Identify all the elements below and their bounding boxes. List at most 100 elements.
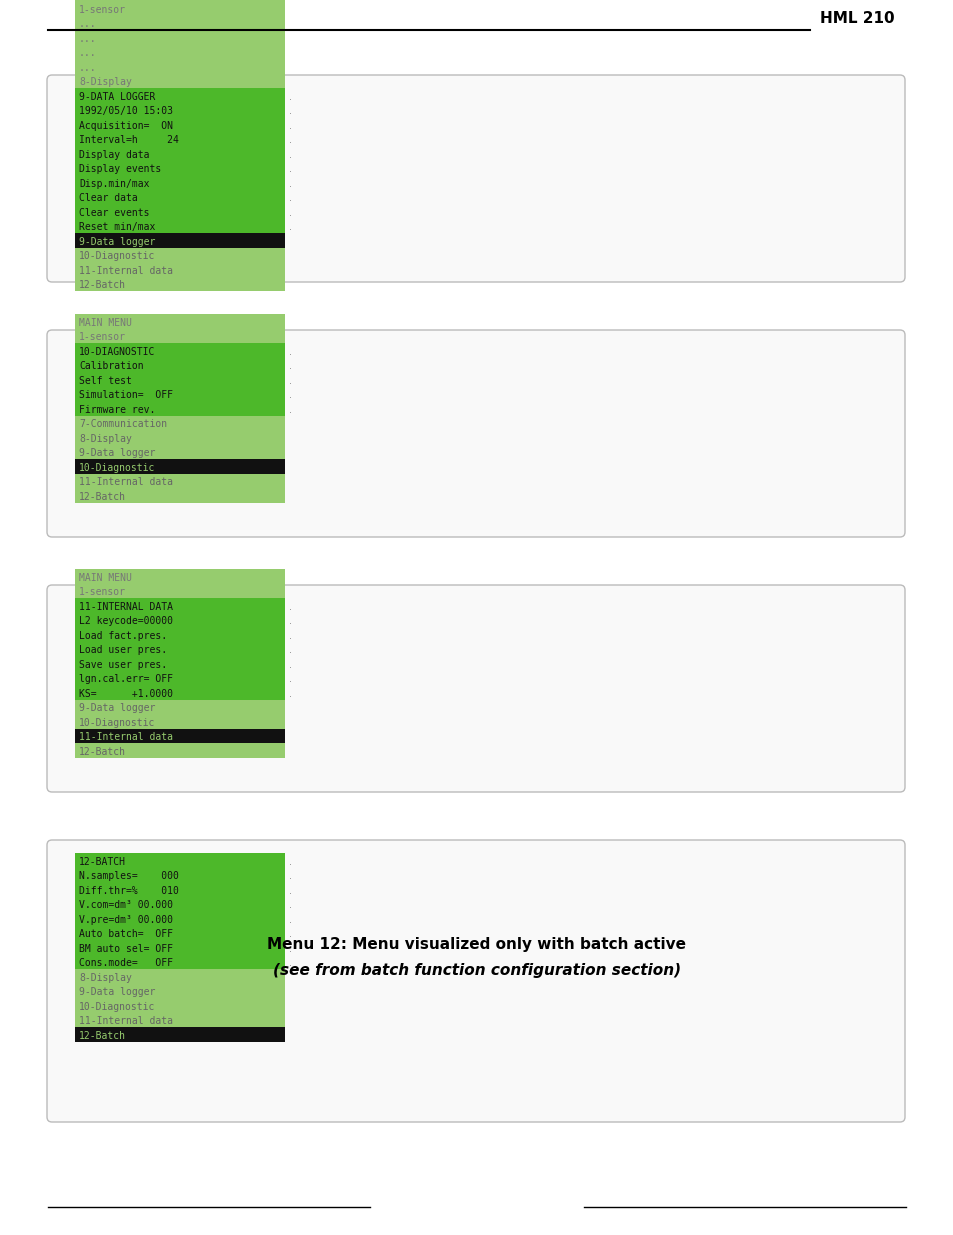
Text: Self test: Self test bbox=[79, 375, 132, 385]
Text: 9-Data logger: 9-Data logger bbox=[79, 703, 155, 713]
Text: Disp.min/max: Disp.min/max bbox=[79, 179, 150, 189]
Bar bbox=[75, 969, 285, 1041]
Text: 10-Diagnostic: 10-Diagnostic bbox=[79, 251, 155, 261]
Text: 11-Internal data: 11-Internal data bbox=[79, 1016, 172, 1026]
Text: Auto batch=  OFF: Auto batch= OFF bbox=[79, 929, 172, 939]
Text: 9-DATA LOGGER: 9-DATA LOGGER bbox=[79, 91, 155, 101]
Text: .: . bbox=[289, 631, 292, 641]
Text: .: . bbox=[289, 193, 292, 204]
Bar bbox=[75, 853, 285, 969]
Text: 11-INTERNAL DATA: 11-INTERNAL DATA bbox=[79, 601, 172, 611]
Text: .: . bbox=[289, 929, 292, 939]
Text: ...: ... bbox=[79, 48, 96, 58]
Text: .: . bbox=[289, 885, 292, 895]
Bar bbox=[75, 233, 285, 291]
Text: BM auto sel= OFF: BM auto sel= OFF bbox=[79, 944, 172, 953]
Text: MAIN MENU: MAIN MENU bbox=[79, 573, 132, 583]
Text: 1-sensor: 1-sensor bbox=[79, 587, 126, 598]
FancyBboxPatch shape bbox=[47, 840, 904, 1123]
Bar bbox=[75, 88, 285, 233]
Text: .: . bbox=[289, 222, 292, 232]
Text: 12-Batch: 12-Batch bbox=[79, 1031, 126, 1041]
Text: .: . bbox=[289, 361, 292, 372]
FancyBboxPatch shape bbox=[47, 585, 904, 792]
Text: Interval=h     24: Interval=h 24 bbox=[79, 135, 179, 146]
Text: .: . bbox=[289, 149, 292, 159]
Text: .: . bbox=[289, 645, 292, 656]
Text: .: . bbox=[289, 689, 292, 699]
Text: 11-Internal data: 11-Internal data bbox=[79, 732, 172, 742]
Bar bbox=[75, 1028, 285, 1041]
Text: Load user pres.: Load user pres. bbox=[79, 645, 167, 656]
Text: 1-sensor: 1-sensor bbox=[79, 332, 126, 342]
Bar bbox=[75, 314, 285, 343]
Text: KS=      +1.0000: KS= +1.0000 bbox=[79, 689, 172, 699]
Text: .: . bbox=[289, 616, 292, 626]
Text: 10-Diagnostic: 10-Diagnostic bbox=[79, 463, 155, 473]
Text: .: . bbox=[289, 915, 292, 925]
Text: 10-DIAGNOSTIC: 10-DIAGNOSTIC bbox=[79, 347, 155, 357]
Text: L2 keycode=00000: L2 keycode=00000 bbox=[79, 616, 172, 626]
Text: .: . bbox=[289, 871, 292, 882]
Text: 7-Communication: 7-Communication bbox=[79, 419, 167, 430]
Text: Simulation=  OFF: Simulation= OFF bbox=[79, 390, 172, 400]
Text: 1-sensor: 1-sensor bbox=[79, 5, 126, 15]
Text: 12-BATCH: 12-BATCH bbox=[79, 857, 126, 867]
Bar bbox=[75, 0, 285, 88]
Text: Menu 12: Menu visualized only with batch active: Menu 12: Menu visualized only with batch… bbox=[267, 937, 686, 952]
Text: Load fact.pres.: Load fact.pres. bbox=[79, 631, 167, 641]
Text: ...: ... bbox=[79, 20, 96, 30]
Text: Reset min/max: Reset min/max bbox=[79, 222, 155, 232]
Text: 11-Internal data: 11-Internal data bbox=[79, 477, 172, 487]
Text: .: . bbox=[289, 179, 292, 189]
Text: .: . bbox=[289, 900, 292, 910]
Text: (see from batch function configuration section): (see from batch function configuration s… bbox=[273, 962, 680, 977]
FancyBboxPatch shape bbox=[47, 75, 904, 282]
Text: 1992/05/10 15:03: 1992/05/10 15:03 bbox=[79, 106, 172, 116]
Text: Display data: Display data bbox=[79, 149, 150, 159]
Text: 12-Batch: 12-Batch bbox=[79, 747, 126, 757]
Bar bbox=[75, 415, 285, 503]
Text: ...: ... bbox=[79, 33, 96, 43]
Text: 10-Diagnostic: 10-Diagnostic bbox=[79, 718, 155, 727]
Text: .: . bbox=[289, 135, 292, 146]
Text: .: . bbox=[289, 857, 292, 867]
Text: .: . bbox=[289, 121, 292, 131]
Text: .: . bbox=[289, 91, 292, 101]
Text: lgn.cal.err= OFF: lgn.cal.err= OFF bbox=[79, 674, 172, 684]
Text: 9-Data logger: 9-Data logger bbox=[79, 987, 155, 997]
Text: HML 210: HML 210 bbox=[820, 11, 894, 26]
Bar bbox=[75, 598, 285, 699]
Text: .: . bbox=[289, 164, 292, 174]
Text: Firmware rev.: Firmware rev. bbox=[79, 405, 155, 415]
Text: V.pre=dm³ 00.000: V.pre=dm³ 00.000 bbox=[79, 915, 172, 925]
Text: N.samples=    000: N.samples= 000 bbox=[79, 871, 179, 882]
Text: Clear data: Clear data bbox=[79, 193, 137, 204]
Text: .: . bbox=[289, 601, 292, 611]
Text: Acquisition=  ON: Acquisition= ON bbox=[79, 121, 172, 131]
Bar bbox=[75, 699, 285, 757]
Bar bbox=[75, 459, 285, 473]
Text: .: . bbox=[289, 207, 292, 217]
Text: ...: ... bbox=[79, 63, 96, 73]
Text: .: . bbox=[289, 347, 292, 357]
Text: Diff.thr=%    010: Diff.thr=% 010 bbox=[79, 885, 179, 895]
Text: 8-Display: 8-Display bbox=[79, 78, 132, 88]
Text: .: . bbox=[289, 405, 292, 415]
Text: Display events: Display events bbox=[79, 164, 161, 174]
Text: .: . bbox=[289, 944, 292, 953]
Text: .: . bbox=[289, 375, 292, 385]
Text: .: . bbox=[289, 659, 292, 669]
Text: 9-Data logger: 9-Data logger bbox=[79, 237, 155, 247]
Text: 11-Internal data: 11-Internal data bbox=[79, 266, 172, 275]
Bar bbox=[75, 569, 285, 598]
Bar bbox=[75, 233, 285, 247]
Text: 10-Diagnostic: 10-Diagnostic bbox=[79, 1002, 155, 1011]
Bar bbox=[75, 729, 285, 743]
Text: 12-Batch: 12-Batch bbox=[79, 280, 126, 290]
Bar bbox=[75, 343, 285, 415]
Text: .: . bbox=[289, 390, 292, 400]
Text: Clear events: Clear events bbox=[79, 207, 150, 217]
Text: 8-Display: 8-Display bbox=[79, 433, 132, 443]
Text: 8-Display: 8-Display bbox=[79, 973, 132, 983]
